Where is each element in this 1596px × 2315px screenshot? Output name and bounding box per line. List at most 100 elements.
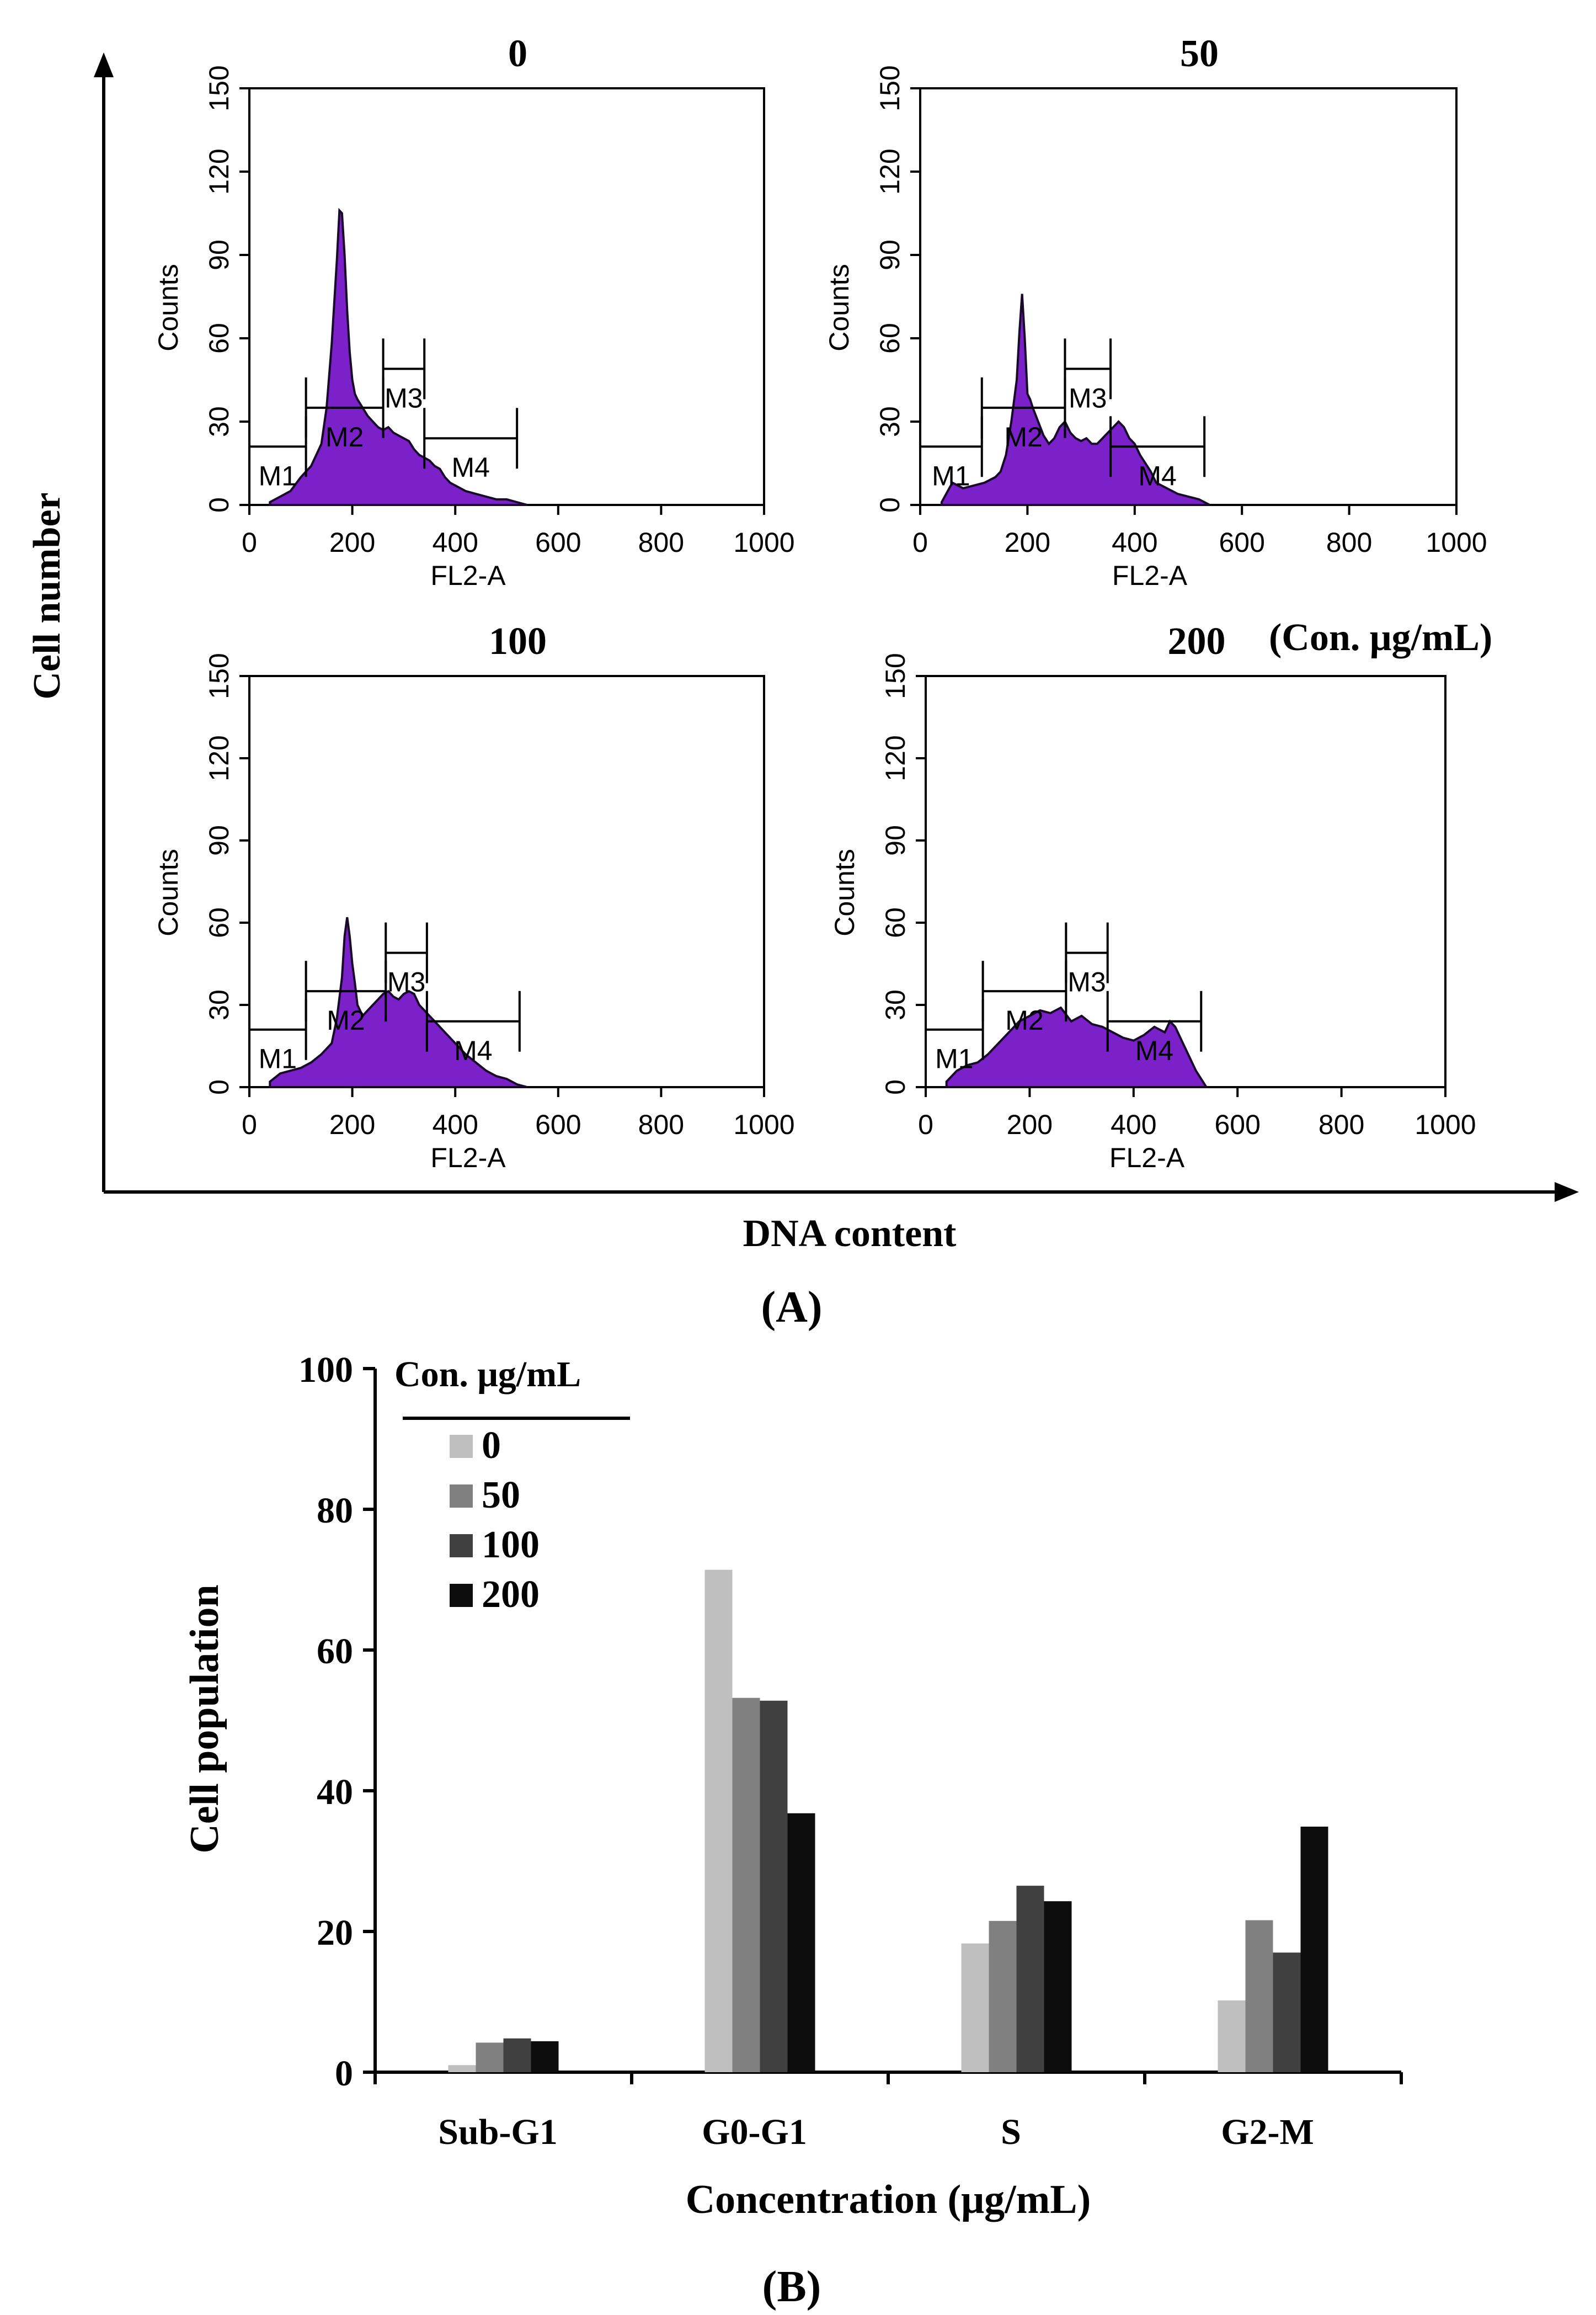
marker-m2: M2 [305, 377, 385, 453]
legend-label-100: 100 [482, 1524, 540, 1566]
y-tick-label: 90 [874, 240, 905, 270]
y-tick-label: 0 [874, 497, 905, 513]
marker-label: M2 [327, 1005, 365, 1036]
y-axis-label: Counts [153, 849, 184, 936]
bar-sub-g1-200 [531, 2041, 559, 2072]
histogram-title: 200 [1168, 620, 1226, 663]
marker-m4: M4 [423, 408, 519, 483]
bar-sub-g1-50 [476, 2042, 504, 2072]
bar-category-label: S [1001, 2112, 1021, 2152]
bar-s-100 [1016, 1886, 1044, 2072]
x-axis-label: FL2-A [430, 1142, 506, 1173]
histogram-panel-0: M1 M2 M3 M4 0 30 60 90 120 150 0 200 400 600 800 1000 FL… [153, 33, 795, 591]
x-tick-label: 0 [918, 1109, 933, 1140]
marker-label: M3 [1069, 382, 1107, 413]
marker-label: M1 [259, 1044, 297, 1074]
x-tick-label: 600 [535, 1109, 581, 1140]
bar-s-200 [1044, 1901, 1072, 2072]
x-tick-label: 400 [1112, 527, 1157, 558]
y-tick-label: 120 [874, 148, 905, 194]
x-tick-label: 200 [1007, 1109, 1053, 1140]
y-tick-label: 60 [874, 323, 905, 354]
marker-label: M2 [325, 422, 364, 453]
legend-label-200: 200 [482, 1573, 540, 1616]
panel-a-y-arrowhead [94, 52, 114, 77]
marker-m2: M2 [305, 961, 387, 1036]
panel-a-x-label: DNA content [743, 1212, 957, 1255]
marker-m4: M4 [1109, 416, 1206, 491]
bar-y-axis-label: Cell population [182, 1584, 227, 1853]
legend-label-50: 50 [482, 1474, 520, 1516]
legend-swatch-200 [450, 1584, 473, 1607]
y-tick-label: 150 [874, 65, 905, 111]
y-tick-label: 120 [880, 735, 911, 781]
bar-category-label: G0-G1 [702, 2112, 807, 2152]
x-tick-label: 600 [1214, 1109, 1260, 1140]
marker-label: M2 [1005, 1005, 1043, 1036]
legend-swatch-50 [450, 1484, 473, 1508]
y-tick-label: 120 [204, 735, 234, 781]
x-tick-label: 1000 [733, 1109, 794, 1140]
x-tick-label: 0 [242, 1109, 257, 1140]
histogram-area [940, 294, 1210, 506]
y-tick-label: 30 [204, 989, 234, 1020]
histogram-panel-200: M1 M2 M3 M4 0 30 60 90 120 150 0 200 400 600 800 1000 FL… [829, 620, 1476, 1173]
panel-a-y-label: Cell number [26, 492, 68, 699]
bar-y-tick-label: 40 [317, 1772, 353, 1812]
bar-g0-g1-100 [760, 1700, 788, 2072]
y-tick-label: 90 [880, 825, 911, 856]
panel-a-conc-unit: (Con. μg/mL) [1269, 616, 1492, 659]
x-tick-label: 400 [1111, 1109, 1156, 1140]
y-tick-label: 60 [204, 323, 234, 354]
x-tick-label: 800 [1326, 527, 1372, 558]
y-tick-label: 90 [204, 825, 234, 856]
legend-label-0: 0 [482, 1424, 501, 1467]
marker-label: M4 [454, 1035, 492, 1066]
x-tick-label: 1000 [733, 527, 794, 558]
marker-label: M4 [451, 452, 489, 483]
x-tick-label: 600 [1219, 527, 1264, 558]
histogram-title: 50 [1180, 33, 1219, 75]
marker-label: M4 [1138, 460, 1176, 491]
marker-label: M1 [935, 1044, 973, 1074]
bar-s-50 [989, 1920, 1017, 2072]
legend-title: Con. μg/mL [394, 1354, 581, 1395]
bar-y-tick-label: 100 [298, 1350, 353, 1390]
x-tick-label: 1000 [1426, 527, 1487, 558]
y-tick-label: 90 [204, 240, 234, 270]
bar-category-label: G2-M [1221, 2112, 1314, 2152]
marker-label: M3 [387, 967, 425, 998]
bar-g2-m-0 [1218, 2000, 1246, 2072]
y-axis-label: Counts [153, 264, 184, 351]
panel-a-axes: Cell number DNA content (Con. μg/mL) (A) [26, 52, 1579, 1332]
marker-m4: M4 [1106, 991, 1203, 1066]
x-tick-label: 800 [1319, 1109, 1364, 1140]
bar-y-tick-label: 80 [317, 1491, 353, 1531]
y-tick-label: 120 [204, 148, 234, 194]
bar-g2-m-50 [1245, 1920, 1273, 2072]
bar-x-axis-label: Concentration (μg/mL) [686, 2177, 1091, 2222]
marker-label: M3 [1067, 967, 1106, 998]
x-tick-label: 200 [329, 527, 375, 558]
y-tick-label: 30 [204, 406, 234, 437]
y-tick-label: 150 [204, 65, 234, 111]
x-axis-label: FL2-A [430, 560, 506, 591]
plot-frame [248, 675, 765, 1088]
bar-y-tick-label: 60 [317, 1631, 353, 1672]
histogram-title: 0 [508, 33, 527, 75]
legend-swatch-100 [450, 1534, 473, 1557]
x-tick-label: 400 [432, 1109, 478, 1140]
x-tick-label: 400 [432, 527, 478, 558]
x-tick-label: 800 [638, 1109, 684, 1140]
histogram-area [269, 207, 528, 506]
bar-g0-g1-0 [704, 1569, 733, 2072]
bar-chart-panel-b: 0 20 40 60 80 100 Sub-G1 G0-G1 S G2-M Concentratio… [182, 1350, 1403, 2222]
histogram-area [945, 1006, 1209, 1088]
bar-g0-g1-200 [787, 1813, 815, 2072]
y-axis-label: Counts [829, 849, 860, 936]
bar-g2-m-100 [1273, 1952, 1301, 2072]
marker-m3: M3 [382, 338, 426, 413]
y-tick-label: 150 [204, 653, 234, 699]
histogram-panel-100: M1 M2 M3 M4 0 30 60 90 120 150 0 200 400 600 800 1000 FL… [153, 620, 795, 1173]
y-tick-label: 60 [204, 907, 234, 938]
